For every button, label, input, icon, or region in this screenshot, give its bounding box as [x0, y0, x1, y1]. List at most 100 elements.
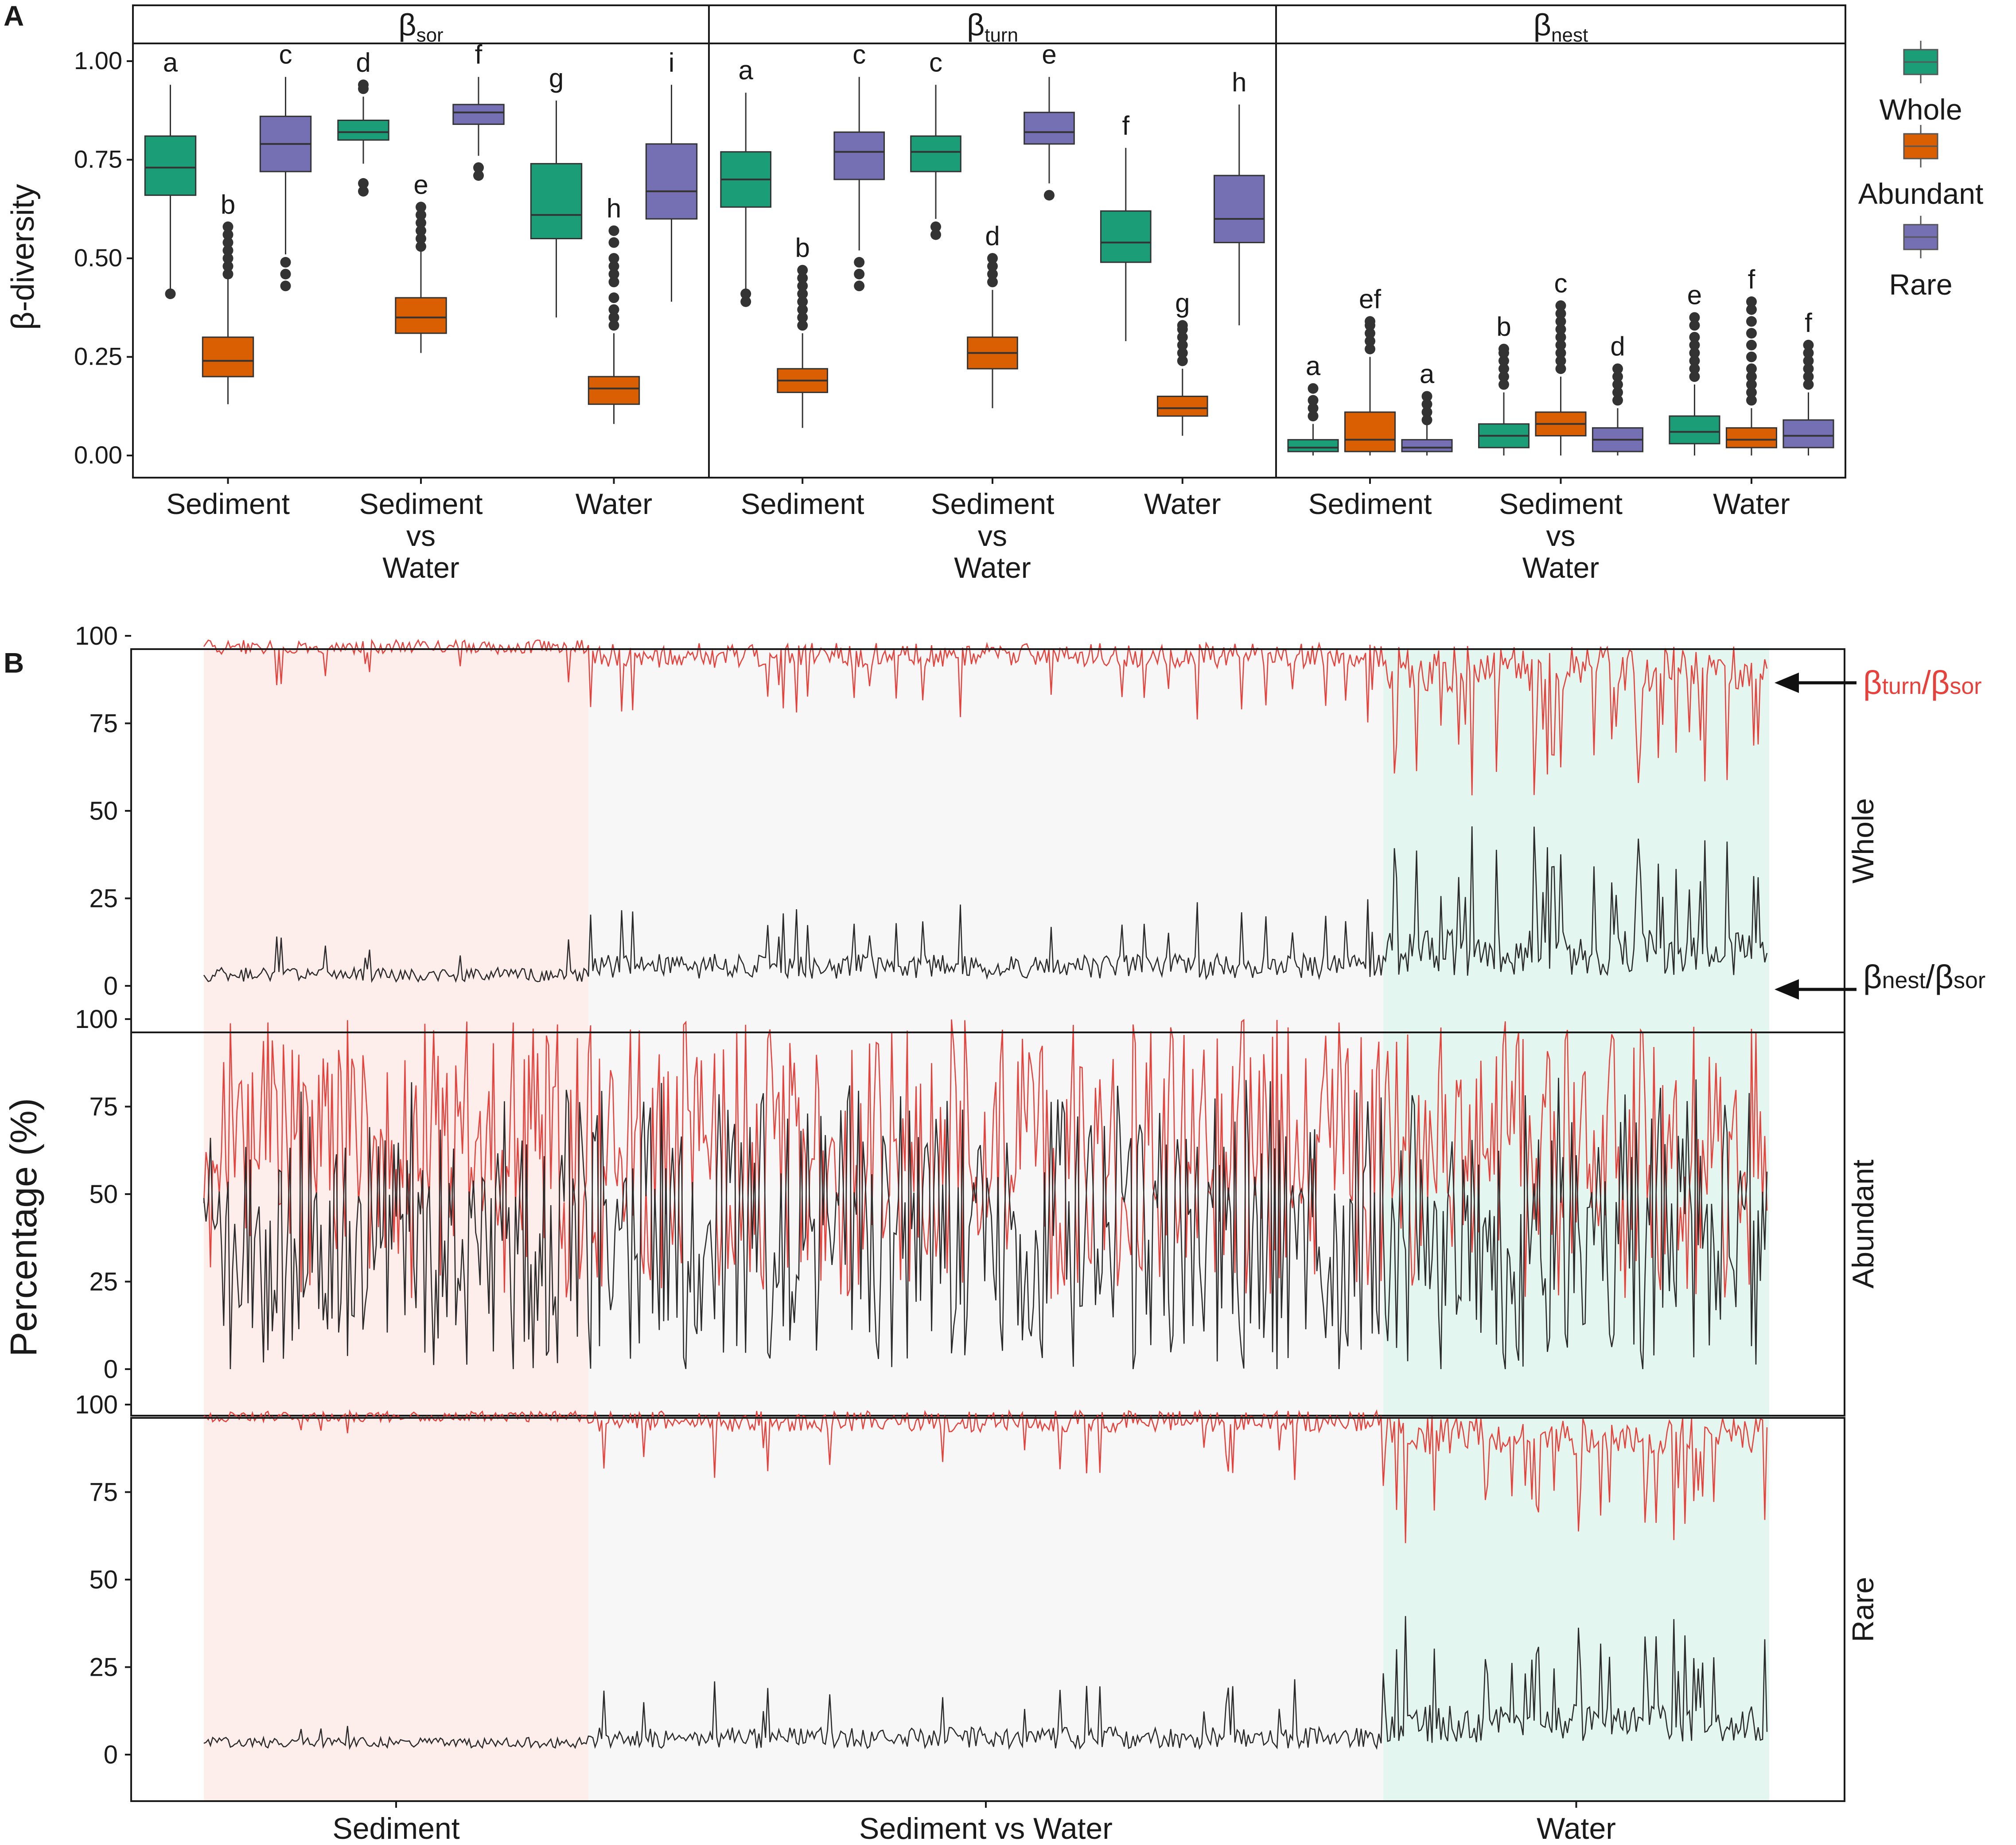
- outlier-point: [416, 202, 426, 213]
- x-category-label: Sediment: [359, 487, 483, 520]
- facet-title-turn: βturn: [967, 8, 1018, 46]
- outlier-point: [1555, 355, 1566, 366]
- outlier-point: [854, 257, 865, 268]
- outlier-point: [1177, 347, 1188, 358]
- significance-letter: d: [356, 47, 370, 77]
- outlier-point: [1421, 391, 1432, 402]
- outlier-point: [1308, 403, 1319, 414]
- annotation-turn-ratio: βturn/βsor: [1863, 664, 1982, 701]
- outlier-point: [1746, 296, 1757, 307]
- outlier-point: [1803, 379, 1814, 390]
- x-category-label: vs: [406, 519, 436, 552]
- section-band-sediment: [204, 649, 588, 1032]
- y-tick-label: 0.50: [74, 244, 122, 272]
- outlier-point: [608, 237, 619, 248]
- outlier-point: [1365, 328, 1376, 339]
- box-abundant: [588, 376, 640, 405]
- outlier-point: [416, 233, 426, 244]
- section-band-sediment: [204, 1418, 588, 1801]
- outlier-point: [1177, 355, 1188, 366]
- x-category-label: Sediment: [166, 487, 290, 520]
- significance-letter: e: [1687, 280, 1702, 310]
- y-tick-label: 75: [89, 1478, 118, 1507]
- outlier-point: [1746, 328, 1757, 339]
- significance-letter: g: [1175, 288, 1190, 318]
- significance-letter: d: [985, 221, 1000, 251]
- x-category-label: Water: [954, 551, 1031, 584]
- series-line-turn-rare: [203, 1409, 1768, 1543]
- outlier-point: [797, 265, 808, 276]
- outlier-point: [1689, 347, 1700, 358]
- outlier-point: [358, 186, 369, 197]
- significance-letter: b: [795, 233, 810, 263]
- box-abundant: [1725, 427, 1778, 448]
- outlier-point: [1555, 347, 1566, 358]
- outlier-point: [1803, 347, 1814, 358]
- outlier-point: [1498, 355, 1509, 366]
- y-tick-label: 100: [75, 1005, 118, 1034]
- outlier-point: [1803, 363, 1814, 374]
- outlier-point: [987, 261, 998, 272]
- outlier-point: [1689, 320, 1700, 331]
- outlier-point: [1746, 395, 1757, 406]
- outlier-point: [1803, 371, 1814, 382]
- outlier-point: [1746, 379, 1757, 390]
- outlier-point: [1612, 387, 1623, 398]
- outlier-point: [1746, 387, 1757, 398]
- series-line-nest-rare: [203, 1616, 1768, 1750]
- outlier-point: [854, 269, 865, 280]
- y-tick-label: 75: [89, 1093, 118, 1121]
- outlier-point: [1689, 312, 1700, 323]
- outlier-point: [1689, 339, 1700, 350]
- x-category-label: Water: [1522, 551, 1600, 584]
- outlier-point: [608, 320, 619, 331]
- outlier-point: [1498, 343, 1509, 354]
- outlier-point: [280, 269, 291, 280]
- significance-letter: c: [1554, 269, 1568, 298]
- outlier-point: [222, 253, 234, 264]
- x-category-label: vs: [978, 519, 1007, 552]
- outlier-point: [1498, 371, 1509, 382]
- outlier-point: [930, 221, 941, 232]
- significance-letter: d: [1610, 331, 1625, 361]
- box-abundant: [202, 336, 254, 378]
- outlier-point: [165, 288, 176, 300]
- outlier-point: [1177, 332, 1188, 343]
- panel-b: 0 25 50 75 100 Whole 0 25 50 75 100 Abundant 0 25 50 75…: [3, 622, 1985, 1845]
- box-whole: [910, 135, 961, 172]
- outlier-point: [1612, 395, 1623, 406]
- box-whole: [337, 120, 389, 141]
- outlier-point: [1308, 383, 1319, 394]
- x-section-label: Sediment: [332, 1812, 459, 1845]
- arrow-head-turn: [1775, 673, 1799, 693]
- legend-label-whole: Whole: [1879, 93, 1962, 126]
- box-abundant: [1156, 396, 1208, 417]
- y-tick-label: 25: [89, 1653, 118, 1682]
- outlier-point: [1177, 339, 1188, 350]
- section-band-water: [1383, 1418, 1769, 1801]
- box-rare: [1024, 112, 1075, 145]
- box-whole: [530, 163, 583, 239]
- outlier-point: [1365, 343, 1376, 354]
- box-rare: [1782, 419, 1834, 448]
- significance-letter: b: [221, 190, 235, 219]
- y-tick-label: 50: [89, 1565, 118, 1594]
- significance-letter: c: [852, 40, 866, 70]
- outlier-point: [1689, 355, 1700, 366]
- outlier-point: [1365, 335, 1376, 346]
- outlier-point: [416, 217, 426, 228]
- y-axis-title-percentage: Percentage (%): [3, 1098, 44, 1357]
- outlier-point: [222, 261, 234, 272]
- y-tick-label: 0.75: [74, 145, 122, 173]
- y-tick-label: 100: [75, 1390, 118, 1419]
- facet-frame: [130, 1031, 1845, 1417]
- outlier-point: [1555, 308, 1566, 319]
- legend-label-abundant: Abundant: [1858, 177, 1984, 210]
- outlier-point: [1308, 395, 1319, 406]
- outlier-point: [608, 304, 619, 315]
- facet-label-rare: Rare: [1846, 1577, 1880, 1642]
- significance-letter: g: [549, 63, 564, 93]
- outlier-point: [1498, 363, 1509, 374]
- outlier-point: [1555, 316, 1566, 327]
